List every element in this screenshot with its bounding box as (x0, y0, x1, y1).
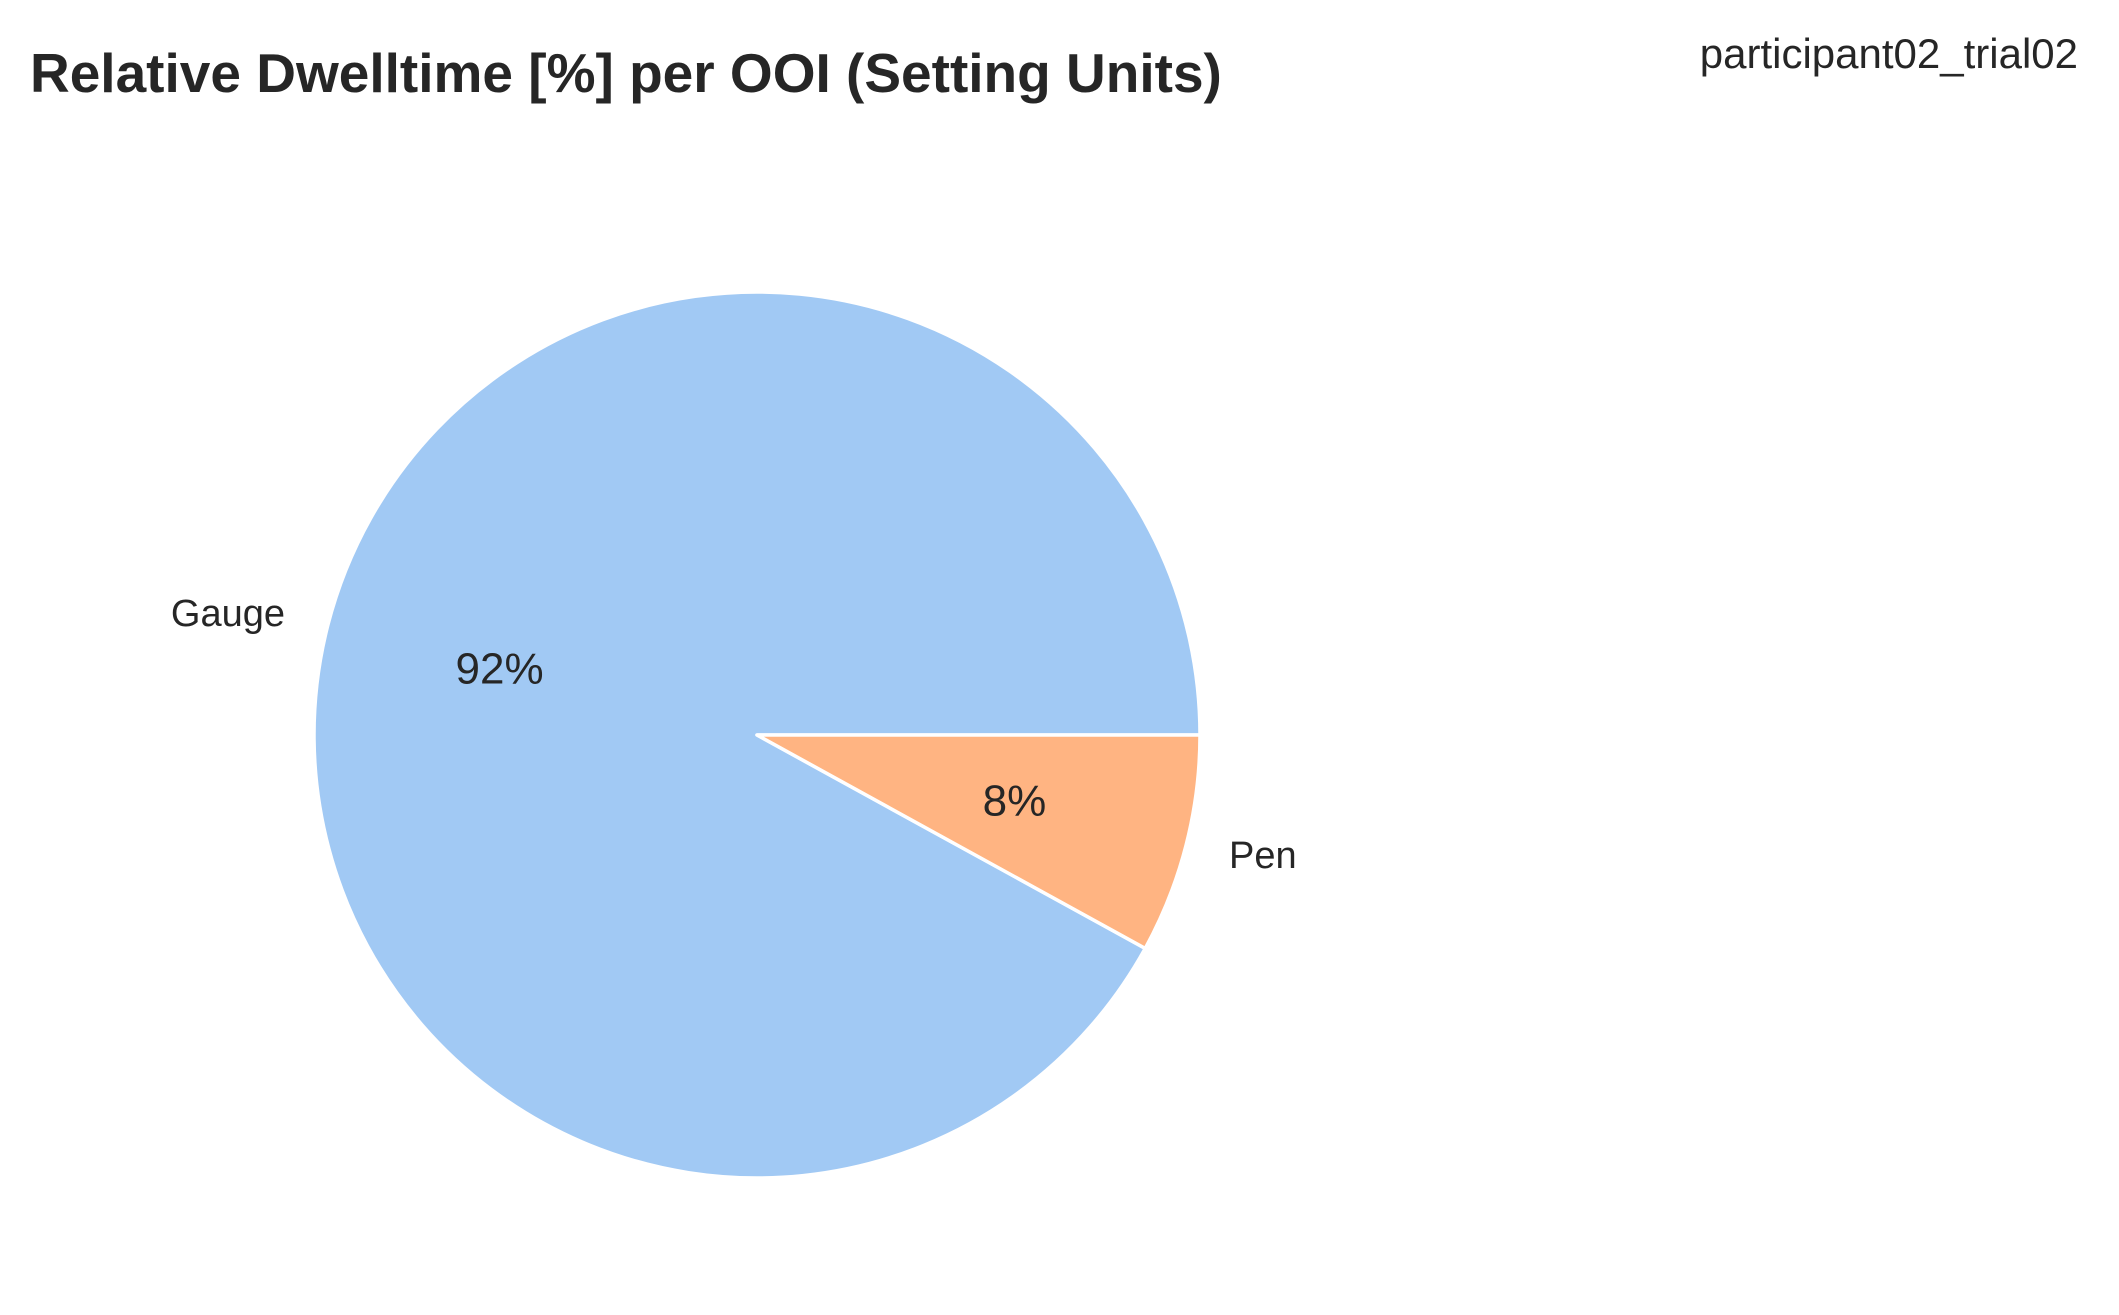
pct-label-gauge: 92% (456, 644, 544, 693)
chart-title: Relative Dwelltime [%] per OOI (Setting … (30, 42, 1222, 104)
slice-label-gauge: Gauge (171, 593, 285, 635)
pie-labels: Gauge 92% Pen 8% (171, 593, 1297, 877)
pie-slice-pen (755, 733, 1202, 951)
chart-subtitle: participant02_trial02 (1700, 30, 2078, 77)
pie-slices (312, 290, 1202, 1180)
pct-label-pen: 8% (983, 777, 1047, 826)
slice-label-pen: Pen (1229, 835, 1297, 877)
